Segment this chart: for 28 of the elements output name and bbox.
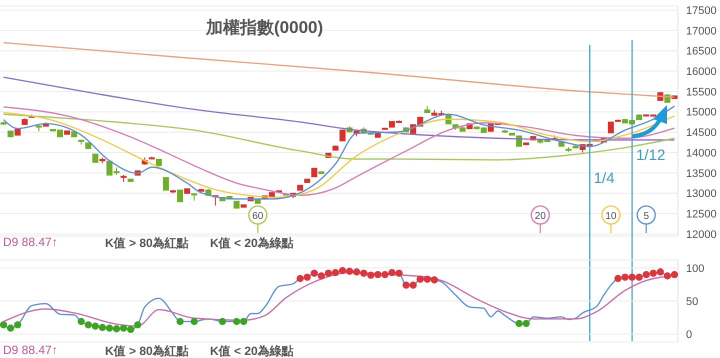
annotation: D9 88.47↑ bbox=[3, 235, 58, 249]
y-tick-label: 100 bbox=[686, 262, 704, 275]
y-tick-label: 0 bbox=[686, 328, 692, 341]
y-tick-label: 14500 bbox=[686, 127, 717, 140]
y-tick-label: 12000 bbox=[686, 228, 717, 241]
annotation: 10 bbox=[605, 211, 617, 222]
y-tick-label: 17500 bbox=[686, 4, 717, 17]
y-tick-label: 50 bbox=[686, 296, 698, 308]
annotation: 60 bbox=[252, 211, 264, 222]
annotation: K值 < 20為綠點 bbox=[210, 235, 294, 252]
text: K值 < 20為綠點 bbox=[210, 343, 294, 358]
y-tick-label: 12500 bbox=[686, 208, 717, 221]
annotation: 1/12 bbox=[636, 147, 666, 164]
y-tick-label: 17000 bbox=[686, 25, 717, 38]
y-tick-label: 16500 bbox=[686, 46, 717, 58]
text: D9 88.47↑ bbox=[3, 343, 58, 357]
annotation: 1/4 bbox=[594, 170, 615, 187]
annotation: 5 bbox=[643, 211, 650, 222]
annotation: 20 bbox=[534, 211, 546, 222]
y-tick-label: 13000 bbox=[686, 188, 717, 200]
y-tick-label: 15000 bbox=[686, 106, 717, 119]
y-tick-label: 16000 bbox=[686, 66, 717, 78]
text: 加權指數(0000) bbox=[206, 17, 324, 39]
text: K值 > 80為紅點 bbox=[105, 343, 189, 358]
y-tick-label: 15500 bbox=[686, 86, 717, 98]
y-tick-label: 14000 bbox=[686, 147, 717, 160]
y-tick-label: 13500 bbox=[686, 168, 717, 180]
annotation: K值 > 80為紅點 bbox=[105, 235, 189, 252]
